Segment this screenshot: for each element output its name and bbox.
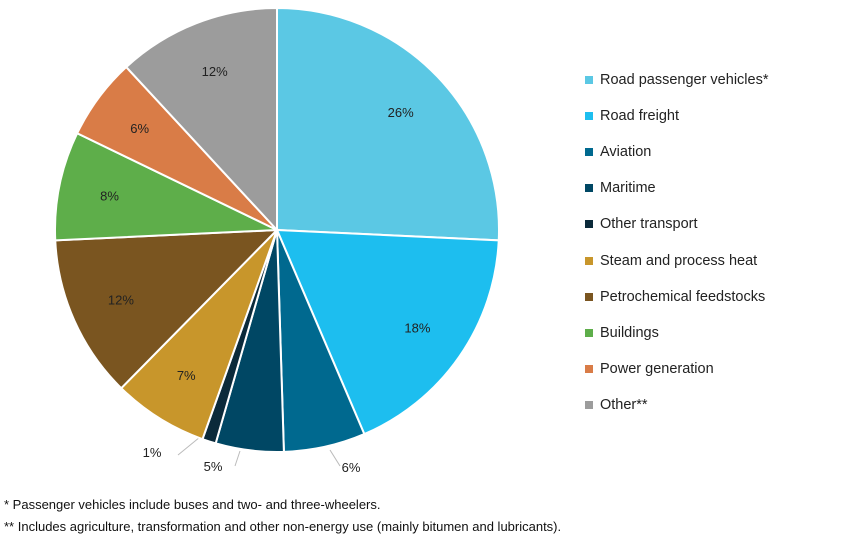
data-label: 5% [204, 459, 223, 474]
pie-chart: 26% 18% 6% 5% 1% 7% 12% 8% 6% 12% [54, 6, 500, 475]
data-label: 6% [130, 121, 149, 136]
legend-swatch [585, 220, 593, 229]
legend-swatch [585, 364, 593, 373]
legend-item: Power generation [585, 351, 768, 387]
legend-swatch [585, 112, 593, 121]
legend-item: Steam and process heat [585, 242, 768, 278]
legend-item: Buildings [585, 315, 768, 351]
legend-label: Other transport [600, 216, 698, 233]
legend-swatch [585, 76, 593, 85]
data-label: 6% [342, 460, 361, 475]
data-label: 12% [202, 64, 228, 79]
legend-swatch [585, 328, 593, 337]
legend-item: Road freight [585, 98, 768, 134]
legend-label: Road passenger vehicles* [600, 72, 769, 89]
legend-swatch [585, 400, 593, 409]
legend-swatch [585, 148, 593, 157]
data-label: 18% [404, 320, 430, 335]
legend-item: Maritime [585, 170, 768, 206]
legend-swatch [585, 184, 593, 193]
leader-line [177, 436, 201, 456]
data-label: 12% [108, 293, 134, 308]
legend-label: Steam and process heat [600, 252, 758, 269]
legend-item: Other** [585, 387, 768, 423]
legend-label: Buildings [600, 324, 659, 341]
legend-item: Aviation [585, 134, 768, 170]
data-label: 1% [143, 445, 162, 460]
legend-item: Other transport [585, 206, 768, 242]
legend-swatch [585, 256, 593, 265]
pie-slice-road-passenger-vehicles [276, 6, 500, 242]
footnote-2: ** Includes agriculture, transformation … [4, 519, 562, 534]
pie-slice-road-freight [275, 228, 500, 436]
pie-slice-other [124, 6, 278, 233]
legend-label: Maritime [600, 180, 656, 197]
legend-label: Petrochemical feedstocks [600, 288, 766, 305]
data-label: 26% [388, 105, 414, 120]
legend-label: Aviation [600, 144, 652, 161]
legend-label: Road freight [600, 108, 679, 125]
leader-line [234, 450, 241, 467]
footnote-1: * Passenger vehicles include buses and t… [4, 497, 381, 512]
legend-swatch [585, 292, 593, 301]
leader-line [329, 449, 341, 467]
legend-label: Power generation [600, 360, 714, 377]
legend-item: Road passenger vehicles* [585, 62, 768, 98]
pie-slice-buildings [54, 131, 278, 242]
data-label: 8% [100, 189, 119, 204]
legend: Road passenger vehicles* Road freight Avia… [585, 62, 768, 423]
pie-slice-petrochemical-feedstocks [54, 228, 280, 390]
data-label: 7% [177, 368, 196, 383]
footnotes: * Passenger vehicles include buses and t… [4, 494, 561, 538]
legend-label: Other** [600, 396, 648, 413]
legend-item: Petrochemical feedstocks [585, 279, 768, 315]
